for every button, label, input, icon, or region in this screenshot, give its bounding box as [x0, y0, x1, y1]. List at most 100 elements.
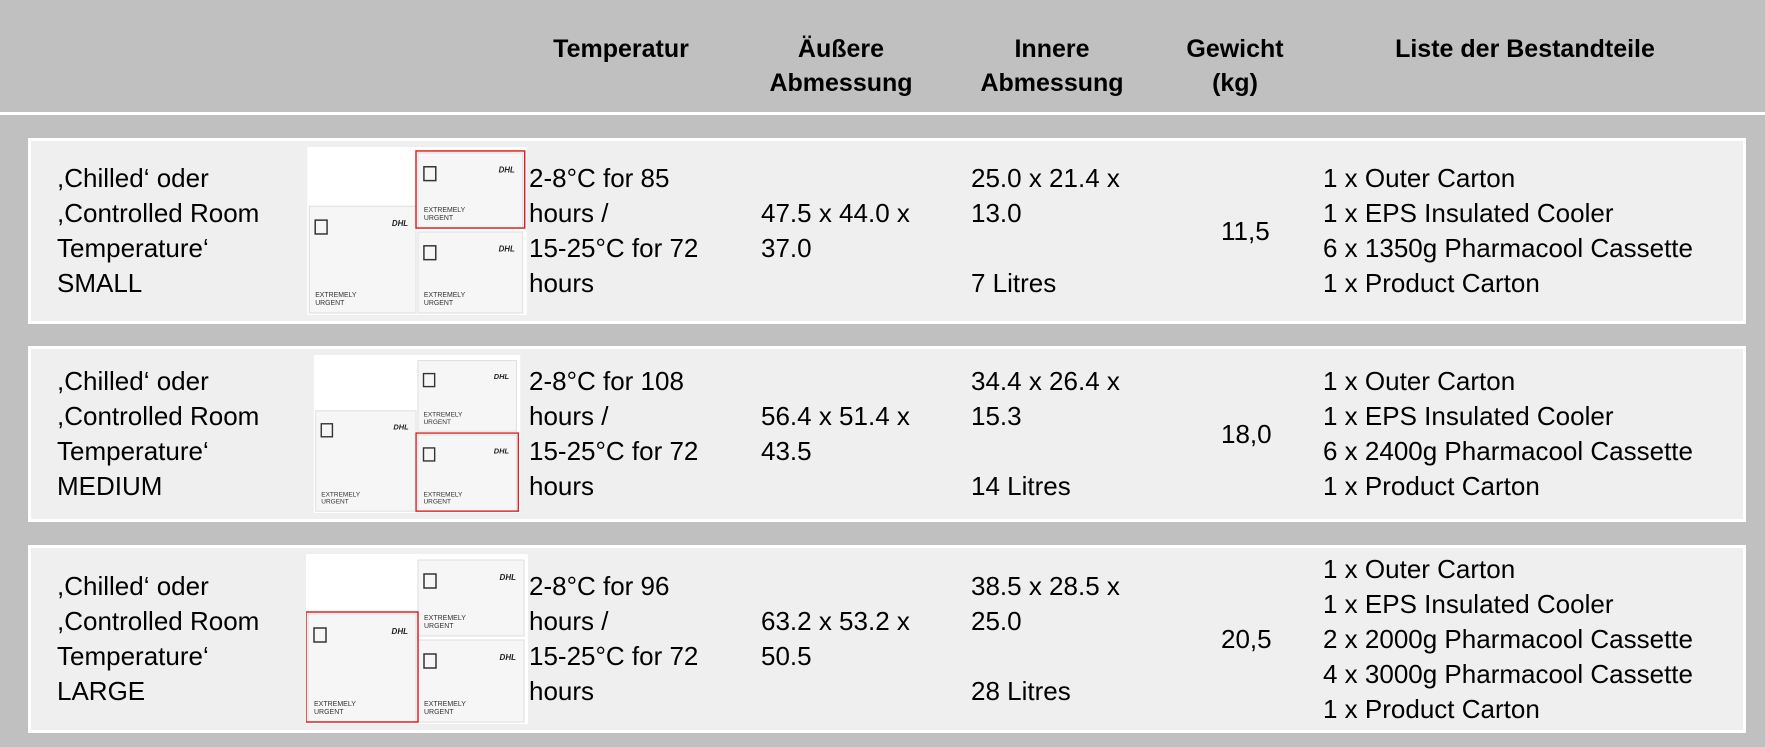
carton-brand: DHL: [499, 166, 515, 175]
column-header: InnereAbmessung: [980, 32, 1123, 100]
outer-dimension-line: 43.5: [761, 434, 910, 469]
component-line: 1 x Product Carton: [1323, 692, 1693, 727]
carton-label: URGENT: [424, 709, 454, 716]
header-line: Abmessung: [769, 66, 912, 100]
carton-label: URGENT: [424, 419, 451, 426]
carton-label: URGENT: [315, 300, 345, 307]
product-name-line: ,Controlled Room: [57, 604, 259, 639]
component-line: 6 x 2400g Pharmacool Cassette: [1323, 434, 1693, 469]
product-name-line: MEDIUM: [57, 469, 259, 504]
carton-brand: DHL: [499, 245, 515, 254]
carton-label: URGENT: [424, 300, 454, 307]
carton-label: URGENT: [424, 499, 451, 506]
product-image: DHLEXTREMELYURGENTDHLEXTREMELYURGENTDHLE…: [306, 554, 528, 724]
product-name-line: ,Controlled Room: [57, 399, 259, 434]
temperature-line: 15-25°C for 72: [529, 434, 698, 469]
component-line: 1 x Outer Carton: [1323, 552, 1693, 587]
component-line: 2 x 2000g Pharmacool Cassette: [1323, 622, 1693, 657]
weight-value: 18,0: [1221, 417, 1272, 452]
inner-dimension-line: 34.4 x 26.4 x: [971, 364, 1120, 399]
carton-label: EXTREMELY: [424, 292, 466, 299]
product-name-line: SMALL: [57, 266, 259, 301]
temperature-line: 15-25°C for 72: [529, 231, 698, 266]
outer-dimension-line: 47.5 x 44.0 x: [761, 196, 910, 231]
product-name: ,Chilled‘ oder,Controlled RoomTemperatur…: [57, 548, 259, 730]
weight: 18,0: [1221, 349, 1272, 519]
column-header: Gewicht(kg): [1186, 32, 1283, 100]
table-row: ,Chilled‘ oder,Controlled RoomTemperatur…: [28, 346, 1746, 522]
carton-brand: DHL: [500, 653, 517, 662]
component-line: 1 x EPS Insulated Cooler: [1323, 587, 1693, 622]
carton-label: URGENT: [321, 499, 348, 506]
outer-dimension-line: 37.0: [761, 231, 910, 266]
carton-brand: DHL: [494, 372, 510, 381]
outer-dimension-line: 50.5: [761, 639, 910, 674]
component-line: 1 x EPS Insulated Cooler: [1323, 196, 1693, 231]
inner-dimension-line: 25.0 x 21.4 x: [971, 161, 1120, 196]
header-line: Äußere: [769, 32, 912, 66]
inner-dimension-line: 13.0: [971, 196, 1120, 231]
header-line: Gewicht: [1186, 32, 1283, 66]
column-header: Liste der Bestandteile: [1395, 32, 1655, 66]
carton-brand: DHL: [392, 219, 408, 228]
inner-dimension-line: 15.3: [971, 399, 1120, 434]
product-image: DHLEXTREMELYURGENTDHLEXTREMELYURGENTDHLE…: [306, 355, 528, 513]
component-line: 1 x Product Carton: [1323, 266, 1693, 301]
product-name-line: ,Chilled‘ oder: [57, 161, 259, 196]
carton-brand: DHL: [392, 627, 409, 636]
carton-label: EXTREMELY: [424, 207, 466, 214]
product-name-line: ,Controlled Room: [57, 196, 259, 231]
temperature: 2-8°C for 96hours /15-25°C for 72hours: [529, 548, 698, 730]
header-line: Abmessung: [980, 66, 1123, 100]
weight-value: 11,5: [1221, 214, 1270, 249]
component-line: 1 x EPS Insulated Cooler: [1323, 399, 1693, 434]
temperature-line: 2-8°C for 85: [529, 161, 698, 196]
weight: 11,5: [1221, 141, 1270, 321]
product-name-line: ,Chilled‘ oder: [57, 364, 259, 399]
inner-dimension: 34.4 x 26.4 x15.314 Litres: [971, 349, 1120, 519]
carton-label: URGENT: [314, 709, 344, 716]
carton-brand: DHL: [393, 422, 409, 431]
weight-value: 20,5: [1221, 622, 1272, 657]
inner-dimension-line: 38.5 x 28.5 x: [971, 569, 1120, 604]
header-line: Liste der Bestandteile: [1395, 32, 1655, 66]
temperature-line: 15-25°C for 72: [529, 639, 698, 674]
component-line: 6 x 1350g Pharmacool Cassette: [1323, 231, 1693, 266]
temperature-line: hours /: [529, 604, 698, 639]
carton-label: EXTREMELY: [314, 701, 356, 708]
outer-dimension-line: 63.2 x 53.2 x: [761, 604, 910, 639]
temperature-line: hours /: [529, 399, 698, 434]
component-line: 1 x Outer Carton: [1323, 364, 1693, 399]
column-header: Temperatur: [553, 32, 689, 66]
product-name-line: Temperature‘: [57, 434, 259, 469]
weight: 20,5: [1221, 548, 1272, 730]
carton-label: EXTREMELY: [424, 491, 464, 498]
component-line: 1 x Product Carton: [1323, 469, 1693, 504]
temperature-line: hours /: [529, 196, 698, 231]
product-name-line: Temperature‘: [57, 231, 259, 266]
header-line: (kg): [1186, 66, 1283, 100]
component-line: 1 x Outer Carton: [1323, 161, 1693, 196]
carton-label: EXTREMELY: [321, 491, 361, 498]
page: TemperaturÄußereAbmessungInnereAbmessung…: [0, 0, 1765, 747]
carton-label: EXTREMELY: [424, 411, 464, 418]
temperature-line: 2-8°C for 96: [529, 569, 698, 604]
volume: 7 Litres: [971, 266, 1120, 301]
header-line: Temperatur: [553, 32, 689, 66]
product-name-line: ,Chilled‘ oder: [57, 569, 259, 604]
carton-label: EXTREMELY: [315, 292, 357, 299]
